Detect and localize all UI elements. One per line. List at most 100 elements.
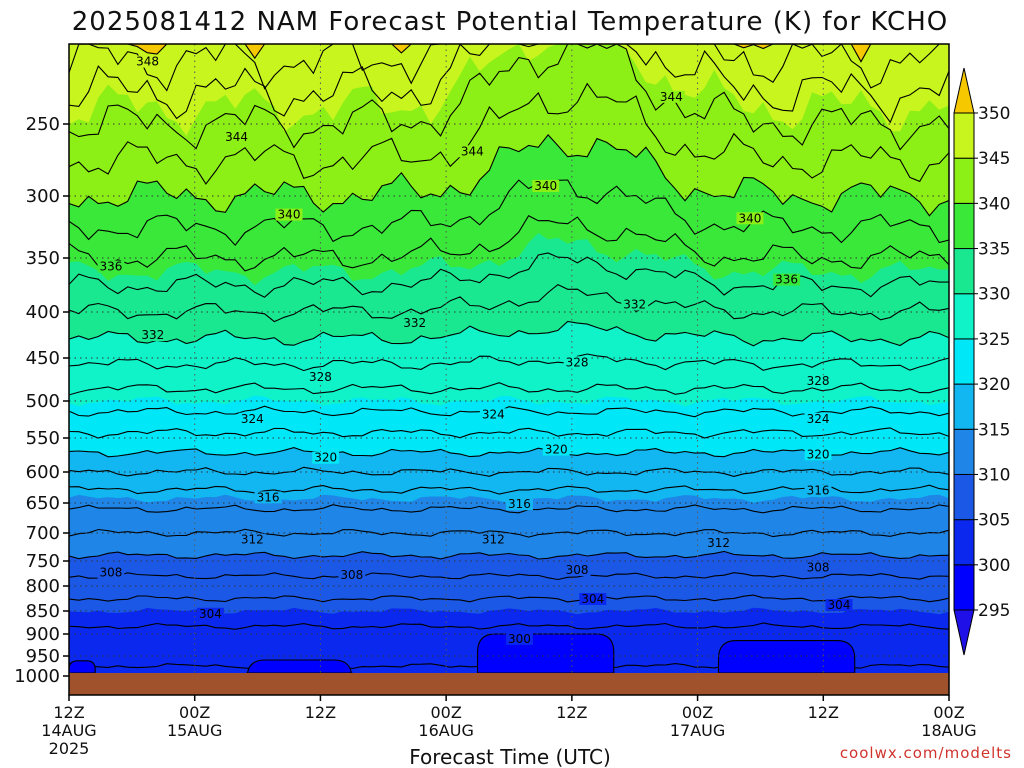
ytick-label-400: 400 xyxy=(26,302,60,323)
colorbar-segment-345 xyxy=(953,112,975,159)
contour-label-13: 328 xyxy=(566,355,589,369)
colorbar: 295 300 305 310 315 320 325 330 335 340 345 350 xyxy=(953,67,1010,656)
colorbar-above-arrow xyxy=(953,67,975,114)
colorbar-label-295: 295 xyxy=(978,601,1010,621)
colorbar-segment-295 xyxy=(953,564,975,611)
contour-324 xyxy=(69,405,949,418)
xtick-date-84: 18AUG xyxy=(921,721,976,740)
contour-label-0: 348 xyxy=(136,55,159,69)
contour-314 xyxy=(69,504,949,514)
colorbar-segment-305 xyxy=(953,473,975,521)
xtick-label-60: 00Z xyxy=(682,703,713,722)
colorbar-label-350: 350 xyxy=(978,104,1010,124)
contour-label-bg-28 xyxy=(338,569,366,581)
colorbar-label-300: 300 xyxy=(978,556,1010,576)
colorbar-segment-330 xyxy=(953,248,975,295)
colorbar-segment-340 xyxy=(953,157,975,204)
ytick-label-650: 650 xyxy=(26,493,60,514)
contour-label-bg-13 xyxy=(563,356,591,369)
colorbar-label-315: 315 xyxy=(978,420,1010,440)
ytick-label-250: 250 xyxy=(26,114,60,135)
y-axis: 2503003504004505005506006507007508008509… xyxy=(14,114,69,687)
contour-label-9: 332 xyxy=(141,328,164,342)
contour-label-bg-24 xyxy=(238,533,266,546)
ytick-label-800: 800 xyxy=(26,576,60,597)
colorbar-label-345: 345 xyxy=(978,149,1010,169)
colorbar-segment-325 xyxy=(953,293,975,340)
colorbar-segment-300 xyxy=(953,519,975,566)
contour-label-bg-34 xyxy=(506,632,533,645)
cold-pool-2 xyxy=(477,633,615,674)
colorbar-label-330: 330 xyxy=(978,285,1010,305)
contour-label-bg-32 xyxy=(579,593,607,605)
contour-320 xyxy=(69,447,949,458)
colorbar-segment-315 xyxy=(953,383,975,430)
colorbar-label-310: 310 xyxy=(978,465,1010,485)
contour-label-bg-16 xyxy=(479,408,507,421)
contour-label-bg-23 xyxy=(804,484,832,497)
contour-label-18: 320 xyxy=(314,451,337,465)
contour-328 xyxy=(69,353,949,372)
x-axis-label: Forecast Time (UTC) xyxy=(409,745,611,768)
contour-330 xyxy=(69,320,949,347)
contour-label-bg-19 xyxy=(542,443,570,456)
contour-label-bg-33 xyxy=(825,599,853,611)
xtick-date-36: 16AUG xyxy=(418,721,473,740)
contour-label-4: 340 xyxy=(278,208,301,222)
contour-338 xyxy=(69,179,949,247)
ytick-label-850: 850 xyxy=(26,601,60,622)
ytick-label-900: 900 xyxy=(26,624,60,645)
contour-label-14: 328 xyxy=(807,374,830,388)
contour-label-3: 344 xyxy=(660,90,683,104)
contour-label-29: 308 xyxy=(566,563,589,577)
contour-label-bg-15 xyxy=(238,412,266,425)
contour-label-bg-1 xyxy=(223,130,251,143)
contour-label-34: 300 xyxy=(508,632,531,646)
xtick-date-12: 15AUG xyxy=(167,721,222,740)
xtick-date-0: 14AUG xyxy=(41,721,96,740)
contour-label-27: 308 xyxy=(99,566,122,580)
colorbar-segment-310 xyxy=(953,428,975,475)
contour-label-32: 304 xyxy=(581,592,604,606)
contour-label-17: 324 xyxy=(807,412,830,426)
contour-label-1: 344 xyxy=(225,130,248,144)
contour-310 xyxy=(69,550,949,560)
contour-label-11: 332 xyxy=(623,297,646,311)
contour-label-16: 324 xyxy=(482,407,505,421)
colorbar-label-305: 305 xyxy=(978,511,1010,531)
contour-label-bg-9 xyxy=(139,329,167,341)
contour-label-10: 332 xyxy=(403,316,426,330)
contour-label-12: 328 xyxy=(309,370,332,384)
contour-label-bg-2 xyxy=(458,145,486,158)
credit-text: coolwx.com/modelts xyxy=(840,744,1012,762)
contour-label-bg-11 xyxy=(621,298,649,311)
contour-label-bg-18 xyxy=(312,451,340,464)
colorbar-below-arrow xyxy=(953,609,975,656)
contour-label-bg-21 xyxy=(254,491,282,504)
contour-334 xyxy=(69,252,949,298)
contour-label-bg-10 xyxy=(401,317,429,330)
contour-label-bg-25 xyxy=(479,533,507,546)
contour-label-7: 336 xyxy=(99,260,122,274)
cold-pool-0 xyxy=(69,660,96,674)
colorbar-segment-335 xyxy=(953,202,975,250)
contour-326 xyxy=(69,382,949,396)
contour-336 xyxy=(69,214,949,272)
contour-label-15: 324 xyxy=(241,412,264,426)
contour-344 xyxy=(69,44,949,151)
contour-label-bg-6 xyxy=(736,212,764,225)
contour-label-23: 316 xyxy=(807,484,830,498)
colorbar-segment-320 xyxy=(953,338,975,385)
contour-label-bg-30 xyxy=(804,561,832,574)
ytick-label-350: 350 xyxy=(26,248,60,269)
contour-316 xyxy=(69,484,949,495)
contour-label-bg-29 xyxy=(563,564,591,576)
contour-304 xyxy=(69,622,949,630)
xtick-year-0: 2025 xyxy=(49,739,90,758)
contour-label-bg-26 xyxy=(705,537,732,550)
contour-340 xyxy=(69,134,949,217)
contour-342 xyxy=(69,82,949,185)
contour-label-25: 312 xyxy=(482,533,505,547)
contour-label-bg-20 xyxy=(804,448,832,461)
